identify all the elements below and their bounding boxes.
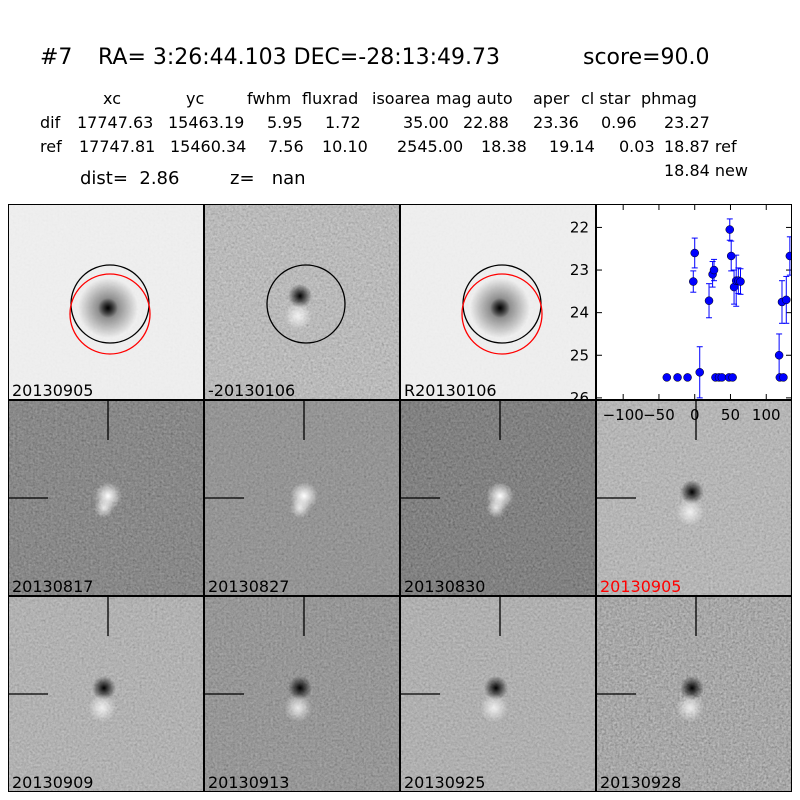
table-cell: 23.27 [664, 113, 710, 132]
panel-label: 20130817 [12, 577, 93, 596]
point [725, 225, 735, 234]
column-header: xc [103, 89, 121, 108]
panel-label: 20130913 [208, 773, 289, 792]
point [683, 373, 692, 382]
plot-area [596, 204, 792, 400]
light-curve [596, 204, 792, 400]
table-cell: 18.87 ref [664, 137, 737, 156]
y-tick-label: 25 [570, 346, 589, 364]
plot-frame [596, 204, 792, 400]
panel-label: -20130106 [208, 381, 295, 400]
panel-label: 20130925 [404, 773, 485, 792]
point [726, 251, 736, 261]
point [689, 277, 698, 286]
table-cell: 0.03 [619, 137, 655, 156]
point [704, 296, 714, 305]
point [695, 368, 704, 377]
table-cell: 7.56 [268, 137, 304, 156]
point [785, 251, 792, 261]
panel-label: 20130830 [404, 577, 485, 596]
image-panel: 20130928 [596, 596, 792, 792]
x-tick-label: 0 [690, 406, 700, 424]
panel-label: 20130905 [600, 577, 681, 596]
panel-label: 20130905 [12, 381, 93, 400]
image-panel: 20130827 [204, 400, 400, 596]
column-header: yc [186, 89, 204, 108]
table-cell: 19.14 [549, 137, 595, 156]
point [662, 373, 672, 382]
y-tick-label: 22 [570, 218, 589, 236]
point [779, 373, 788, 382]
table-cell: 22.88 [463, 113, 509, 132]
image-panel: 20130830 [400, 400, 596, 596]
column-header: mag auto [436, 89, 513, 108]
table-cell: 10.10 [322, 137, 368, 156]
table-cell: 15463.19 [168, 113, 244, 132]
row-label: ref [40, 137, 62, 156]
point [736, 277, 745, 286]
panel-label: 20130909 [12, 773, 93, 792]
x-tick-label: 100 [752, 406, 781, 424]
y-tick-label: 23 [570, 261, 589, 279]
table-cell: 23.36 [533, 113, 579, 132]
column-header: isoarea [372, 89, 430, 108]
point [690, 248, 699, 258]
column-header: fluxrad [302, 89, 358, 108]
table-cell: 18.38 [481, 137, 527, 156]
score: score=90.0 [583, 45, 710, 70]
image-panel: R20130106 [400, 204, 596, 400]
redshift: z= nan [230, 168, 306, 189]
candidate-id: #7 [40, 45, 72, 70]
x-tick-label: −100 [603, 406, 644, 424]
table-cell: 17747.81 [79, 137, 155, 156]
table-cell: 17747.63 [77, 113, 153, 132]
point [774, 351, 784, 360]
image-panel: 20130817 [8, 400, 204, 596]
panel-label: 20130827 [208, 577, 289, 596]
x-tick-label: −50 [643, 406, 675, 424]
row-label: dif [40, 113, 61, 132]
point [709, 265, 719, 275]
image-panel: 20130925 [400, 596, 596, 792]
table-cell: 2545.00 [397, 137, 463, 156]
image-panel: 20130913 [204, 596, 400, 792]
panel-label: R20130106 [404, 381, 497, 400]
table-cell: 15460.34 [170, 137, 246, 156]
table-cell: 0.96 [601, 113, 637, 132]
point [717, 373, 727, 382]
table-cell: 1.72 [325, 113, 361, 132]
point [728, 373, 737, 382]
coordinates: RA= 3:26:44.103 DEC=-28:13:49.73 [98, 45, 500, 70]
image-panel: 20130905 [8, 204, 204, 400]
x-tick-label: 50 [721, 406, 740, 424]
column-header: aper [533, 89, 570, 108]
y-tick-label: 24 [570, 304, 589, 322]
panel-label: 20130928 [600, 773, 681, 792]
image-panel: 20130909 [8, 596, 204, 792]
distance: dist= 2.86 [80, 168, 179, 189]
point [673, 373, 682, 382]
column-header: fwhm [247, 89, 291, 108]
table-cell: 5.95 [267, 113, 303, 132]
plot-marks [596, 204, 792, 400]
new-phmag: 18.84 new [664, 161, 748, 180]
image-panel: -20130106 [204, 204, 400, 400]
point [782, 295, 791, 305]
image-panel: 20130905 [596, 400, 792, 596]
column-header: phmag [641, 89, 697, 108]
column-header: cl star [581, 89, 631, 108]
table-cell: 35.00 [403, 113, 449, 132]
